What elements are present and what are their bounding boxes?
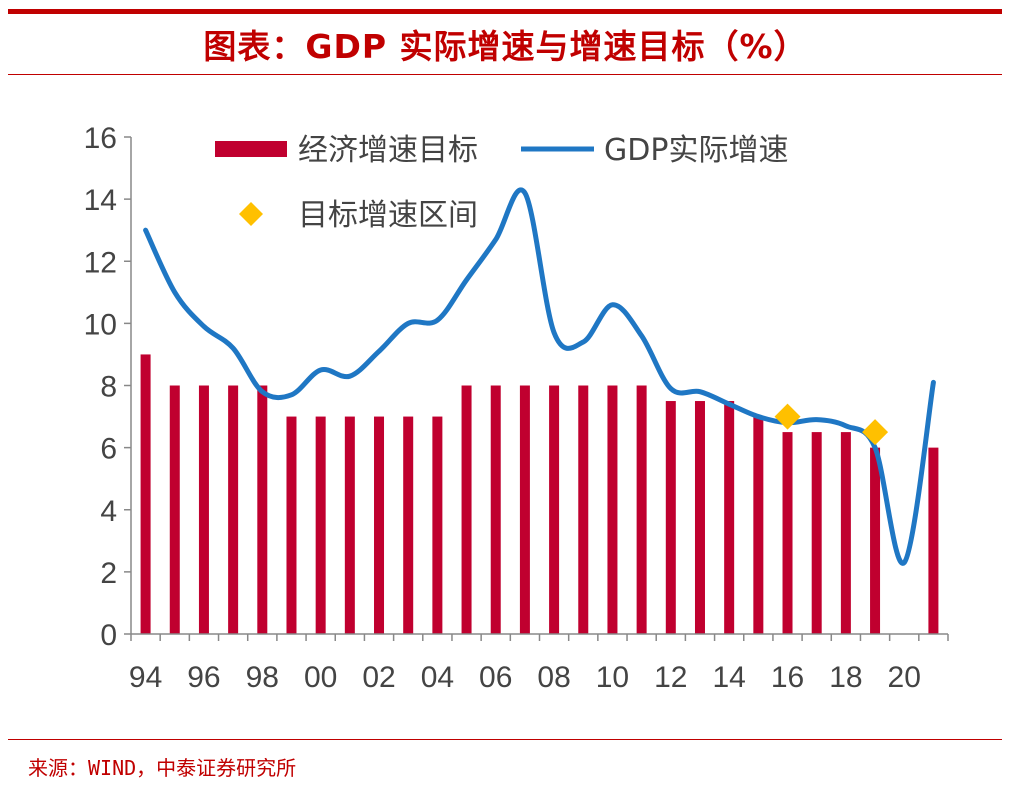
bar-2009 — [578, 385, 589, 634]
bar-2015 — [753, 416, 764, 634]
bar-2002 — [374, 416, 385, 634]
source-note: 来源：WIND，中泰证券研究所 — [28, 756, 297, 780]
bar-2013 — [694, 401, 705, 634]
bar-2019 — [870, 447, 881, 634]
bar-1994 — [140, 354, 151, 634]
bar-2006 — [490, 385, 501, 634]
x-tick-label: 18 — [829, 661, 862, 694]
x-tick-label: 10 — [596, 661, 629, 694]
bar-1996 — [198, 385, 209, 634]
y-tick-label: 4 — [100, 495, 117, 528]
bar-series — [140, 354, 939, 634]
legend-bar-label: 经济增速目标 — [298, 133, 478, 168]
line-series — [143, 187, 936, 566]
y-tick-label: 6 — [100, 433, 117, 466]
x-tick-label: 02 — [362, 661, 395, 694]
bar-2012 — [665, 401, 676, 634]
footer-divider — [8, 739, 1002, 740]
bar-1995 — [169, 385, 180, 634]
bar-1998 — [257, 385, 268, 634]
bar-2021 — [928, 447, 939, 634]
bar-2014 — [724, 401, 735, 634]
bar-2016 — [782, 432, 793, 634]
title-divider — [8, 74, 1002, 75]
y-tick-label: 8 — [100, 371, 117, 404]
legend-bar-swatch — [215, 141, 287, 157]
bar-2011 — [636, 385, 647, 634]
target-range-marker-2019 — [862, 419, 889, 446]
bar-1999 — [286, 416, 297, 634]
bar-2003 — [403, 416, 414, 634]
y-tick-label: 14 — [84, 184, 117, 217]
x-tick-label: 08 — [537, 661, 570, 694]
x-tick-label: 06 — [479, 661, 512, 694]
marker-series — [774, 403, 889, 446]
x-tick-label: 16 — [771, 661, 804, 694]
bar-2000 — [315, 416, 326, 634]
y-tick-label: 10 — [84, 308, 117, 341]
x-tick-label: 04 — [421, 661, 454, 694]
y-tick-label: 2 — [100, 557, 117, 590]
gdp-growth-line — [143, 187, 936, 566]
bar-2004 — [432, 416, 443, 634]
target-range-marker-2016 — [774, 403, 801, 430]
x-tick-label: 00 — [304, 661, 337, 694]
bar-2010 — [607, 385, 618, 634]
x-tick-label: 14 — [712, 661, 745, 694]
bar-2008 — [549, 385, 560, 634]
legend-marker-label: 目标增速区间 — [298, 198, 478, 233]
bar-2007 — [519, 385, 530, 634]
chart-title: 图表：GDP 实际增速与增速目标（%） — [203, 27, 808, 66]
x-tick-label: 12 — [654, 661, 687, 694]
bar-2005 — [461, 385, 472, 634]
legend-marker-swatch — [239, 202, 263, 226]
y-tick-label: 12 — [84, 246, 117, 279]
top-accent-bar — [8, 9, 1002, 14]
x-tick-label: 98 — [246, 661, 279, 694]
bar-2017 — [811, 432, 822, 634]
bar-2001 — [344, 416, 355, 634]
x-tick-label: 94 — [129, 661, 162, 694]
bar-1997 — [228, 385, 239, 634]
legend-line-label: GDP实际增速 — [604, 133, 788, 168]
bar-2018 — [840, 432, 851, 634]
y-tick-label: 0 — [100, 619, 117, 652]
x-tick-label: 96 — [187, 661, 220, 694]
x-tick-label: 20 — [888, 661, 921, 694]
y-tick-label: 16 — [84, 122, 117, 155]
